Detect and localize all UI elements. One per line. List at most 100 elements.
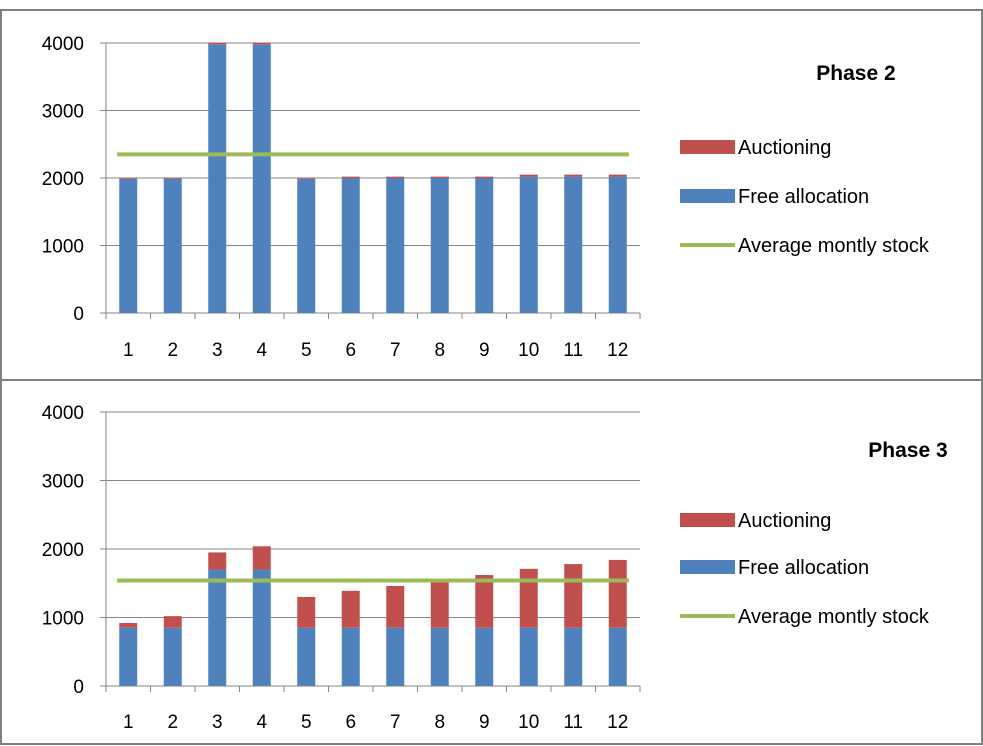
bar-auctioning — [475, 575, 494, 628]
legend-label: Free allocation — [738, 557, 869, 579]
y-tick-label: 1000 — [42, 237, 84, 258]
bar-auctioning — [119, 622, 138, 628]
y-tick-label: 0 — [73, 304, 84, 325]
x-tick-label: 7 — [390, 712, 401, 733]
x-tick-label: 8 — [434, 712, 445, 733]
bar-free-allocation — [297, 627, 316, 686]
x-tick-label: 9 — [479, 712, 490, 733]
bar-free-allocation — [430, 627, 449, 686]
bar-auctioning — [119, 177, 138, 179]
x-tick-label: 2 — [167, 712, 178, 733]
legend-swatch-free-allocation — [680, 560, 735, 574]
bar-auctioning — [341, 590, 360, 628]
x-tick-label: 11 — [563, 340, 583, 361]
bar-auctioning — [519, 568, 538, 628]
bar-free-allocation — [252, 44, 271, 313]
x-tick-label: 1 — [123, 712, 134, 733]
bar-free-allocation — [297, 178, 316, 313]
bar-auctioning — [430, 579, 449, 628]
bar-free-allocation — [386, 178, 405, 313]
y-tick-label: 2000 — [42, 169, 84, 190]
y-tick-label: 4000 — [42, 34, 84, 55]
bar-free-allocation — [564, 627, 583, 686]
x-tick-label: 10 — [518, 712, 539, 733]
x-tick-label: 12 — [607, 712, 628, 733]
bar-free-allocation — [608, 176, 627, 313]
y-tick-label: 3000 — [42, 102, 84, 123]
bar-free-allocation — [208, 569, 227, 686]
x-tick-label: 12 — [607, 340, 628, 361]
legend-swatch-auctioning — [680, 513, 735, 527]
x-tick-label: 6 — [345, 712, 356, 733]
bar-auctioning — [297, 177, 316, 179]
x-tick-label: 4 — [256, 712, 267, 733]
x-tick-label: 3 — [212, 712, 223, 733]
bar-auctioning — [163, 616, 182, 628]
legend: Auctioning Free allocation Average montly … — [680, 137, 930, 257]
bar-auctioning — [252, 546, 271, 570]
bar-free-allocation — [475, 627, 494, 686]
legend-label: Average montly stock — [738, 606, 930, 628]
x-tick-label: 4 — [256, 340, 267, 361]
x-tick-label: 5 — [301, 340, 312, 361]
y-tick-label: 4000 — [42, 403, 84, 424]
x-tick-label: 11 — [563, 712, 583, 733]
bar-auctioning — [252, 42, 271, 45]
x-tick-label: 2 — [167, 340, 178, 361]
bar-auctioning — [386, 176, 405, 178]
bar-auctioning — [475, 176, 494, 178]
x-tick-label: 9 — [479, 340, 490, 361]
bar-auctioning — [163, 177, 182, 179]
x-tick-label: 6 — [345, 340, 356, 361]
bar-free-allocation — [119, 627, 138, 686]
bar-auctioning — [430, 176, 449, 178]
y-tick-label: 0 — [73, 677, 84, 698]
x-tick-label: 7 — [390, 340, 401, 361]
bar-free-allocation — [341, 178, 360, 313]
bar-free-allocation — [430, 178, 449, 313]
x-tick-label: 10 — [518, 340, 539, 361]
y-tick-label: 1000 — [42, 609, 84, 630]
legend: Auctioning Free allocation Average montly … — [680, 510, 930, 628]
bar-auctioning — [386, 585, 405, 628]
bar-free-allocation — [163, 178, 182, 313]
y-tick-label: 2000 — [42, 540, 84, 561]
bar-auctioning — [208, 552, 227, 570]
bar-auctioning — [608, 559, 627, 628]
bar-free-allocation — [208, 44, 227, 313]
x-tick-label: 8 — [434, 340, 445, 361]
bar-free-allocation — [163, 627, 182, 686]
bar-free-allocation — [519, 627, 538, 686]
chart-title: Phase 2 — [816, 62, 895, 85]
bar-auctioning — [564, 564, 583, 628]
bar-free-allocation — [475, 178, 494, 313]
bar-free-allocation — [341, 627, 360, 686]
bar-auctioning — [608, 174, 627, 177]
legend-swatch-free-allocation — [680, 189, 735, 203]
legend-label: Free allocation — [738, 186, 869, 208]
legend-swatch-auctioning — [680, 140, 735, 154]
legend-label: Auctioning — [738, 510, 831, 532]
bar-auctioning — [208, 42, 227, 45]
bar-free-allocation — [608, 627, 627, 686]
y-tick-label: 3000 — [42, 472, 84, 493]
x-tick-label: 1 — [123, 340, 134, 361]
chart-title: Phase 3 — [868, 439, 947, 462]
bar-free-allocation — [519, 176, 538, 313]
bar-free-allocation — [386, 627, 405, 686]
bar-free-allocation — [119, 178, 138, 313]
bar-free-allocation — [252, 569, 271, 686]
bar-free-allocation — [564, 176, 583, 313]
x-tick-label: 3 — [212, 340, 223, 361]
legend-label: Average montly stock — [738, 235, 930, 257]
bar-auctioning — [519, 174, 538, 177]
legend-label: Auctioning — [738, 137, 831, 159]
bar-auctioning — [297, 596, 316, 628]
bar-auctioning — [341, 176, 360, 178]
bar-auctioning — [564, 174, 583, 177]
x-tick-label: 5 — [301, 712, 312, 733]
